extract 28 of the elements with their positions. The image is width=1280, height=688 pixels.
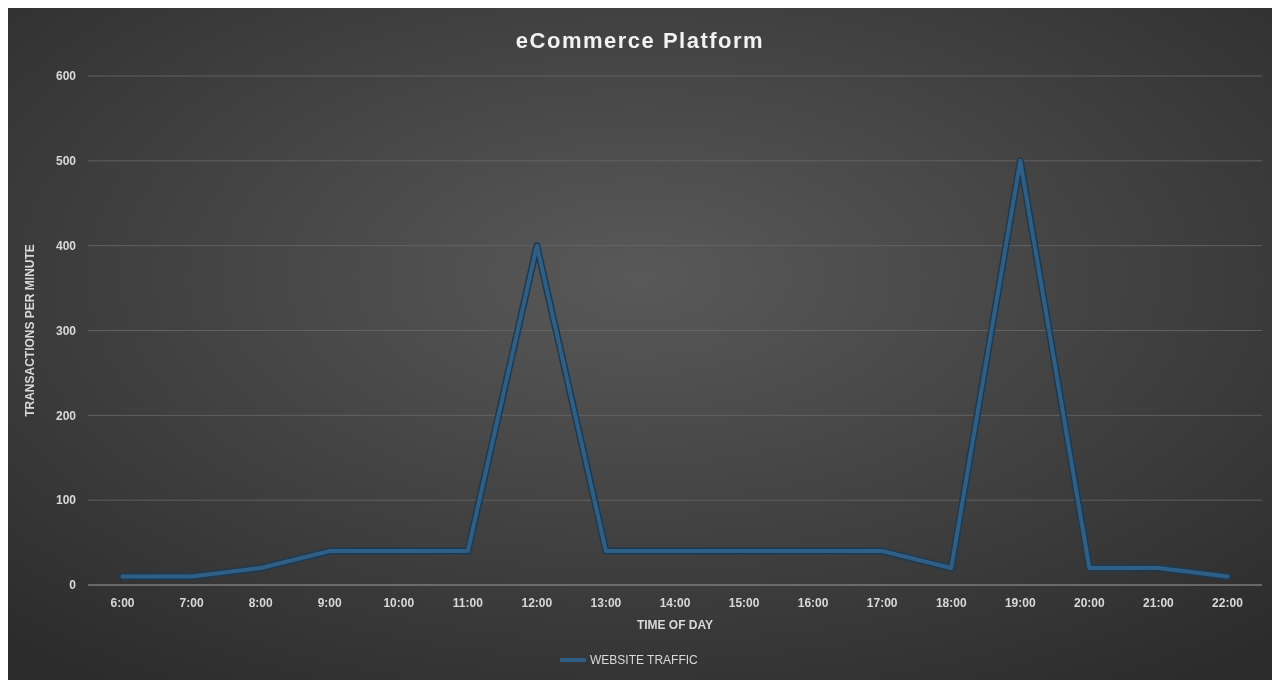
x-tick-label: 19:00 xyxy=(1004,596,1036,610)
y-axis-title: TRANSACTIONS PER MINUTE xyxy=(23,244,37,417)
x-tick-label: 8:00 xyxy=(248,596,273,610)
y-tick-label: 600 xyxy=(55,69,77,84)
x-axis-title: TIME OF DAY xyxy=(636,618,714,632)
x-tick-label: 6:00 xyxy=(110,596,135,610)
x-tick-label: 11:00 xyxy=(452,596,484,610)
x-tick-label: 22:00 xyxy=(1212,596,1244,610)
y-tick-label: 100 xyxy=(55,493,77,508)
x-tick-label: 9:00 xyxy=(317,596,343,610)
x-tick-label: 17:00 xyxy=(866,596,898,610)
y-tick-label: 200 xyxy=(55,408,77,423)
chart-title: eCommerce Platform xyxy=(515,28,765,53)
x-tick-label: 7:00 xyxy=(179,596,204,610)
y-tick-label: 300 xyxy=(55,323,77,338)
x-tick-label: 20:00 xyxy=(1074,596,1106,610)
legend-label: WEBSITE TRAFFIC xyxy=(590,653,699,668)
x-tick-label: 13:00 xyxy=(590,596,622,610)
x-tick-label: 15:00 xyxy=(728,596,760,610)
x-tick-label: 21:00 xyxy=(1143,596,1175,610)
y-tick-label: 0 xyxy=(69,578,77,593)
y-tick-label: 400 xyxy=(55,238,77,253)
x-tick-label: 18:00 xyxy=(935,596,967,610)
y-tick-label: 500 xyxy=(55,154,77,169)
x-tick-label: 12:00 xyxy=(521,596,553,610)
x-tick-label: 16:00 xyxy=(797,596,829,610)
x-tick-label: 10:00 xyxy=(383,596,415,610)
x-tick-label: 14:00 xyxy=(659,596,691,610)
